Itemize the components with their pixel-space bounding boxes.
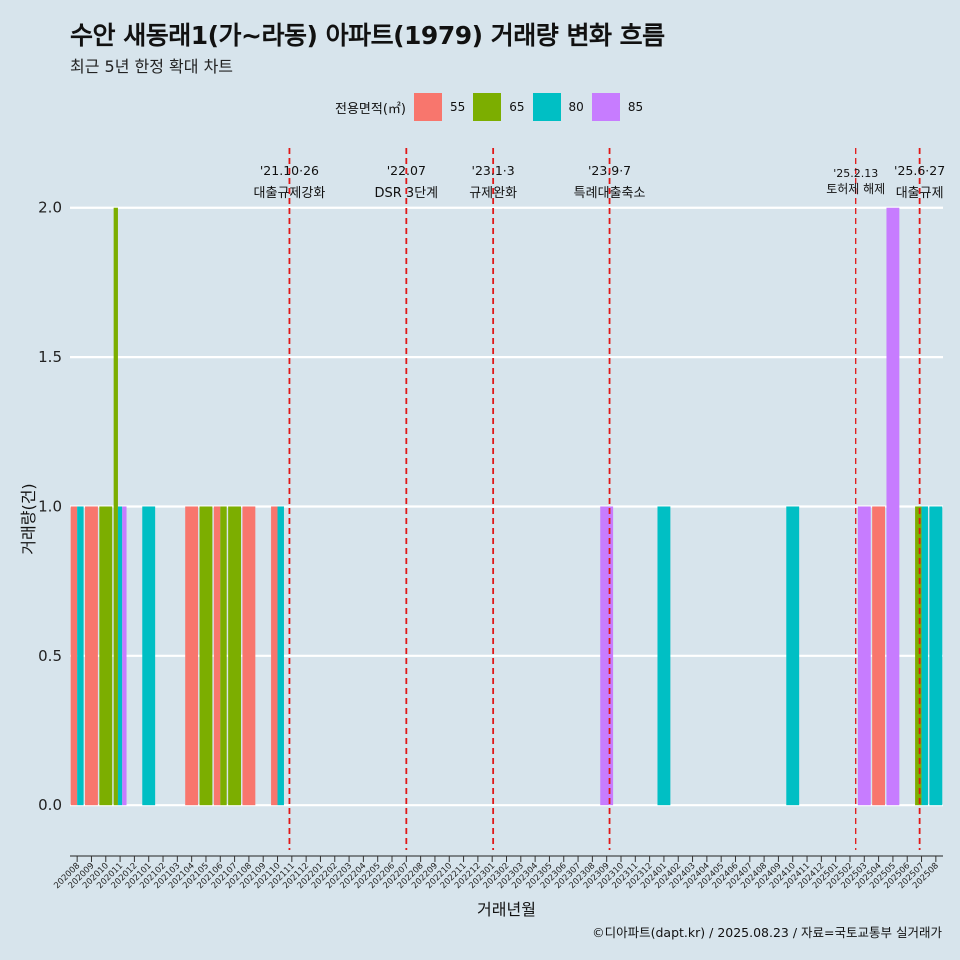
- bar-80-202011: [117, 506, 123, 806]
- bar-55-202504: [872, 506, 886, 806]
- bar-65-202107: [228, 506, 242, 806]
- event-date-label: '22.07: [387, 163, 426, 178]
- legend-item-65: 65: [473, 93, 525, 121]
- bar-55-202110: [271, 506, 278, 806]
- y-axis-title: 거래량(건): [19, 483, 38, 554]
- bar-85-202505: [886, 207, 900, 806]
- bar-65-202011: [113, 207, 118, 806]
- legend-item-55: 55: [413, 93, 466, 121]
- event-date-label: '25.2.13: [833, 167, 878, 180]
- bar-55-202108: [242, 506, 256, 806]
- event-name-label: 토허제 해제: [826, 182, 885, 196]
- bar-85-202309: [600, 506, 614, 806]
- legend-swatch-65: [473, 93, 502, 121]
- legend-item-80: 80: [532, 93, 584, 121]
- bar-85-202011: [122, 506, 127, 806]
- bar-80-202401: [657, 506, 671, 806]
- y-tick-label: 0.0: [38, 796, 62, 814]
- bar-65-202010: [99, 506, 113, 806]
- event-name-label: 대출규제강화: [254, 186, 326, 201]
- event-date-label: '21.10·26: [260, 163, 319, 178]
- bar-85-202503: [857, 506, 871, 806]
- bar-80-202008: [77, 506, 84, 806]
- x-axis-title: 거래년월: [477, 900, 536, 919]
- event-date-label: '23.1·3: [472, 163, 515, 178]
- event-name-label: 규제완화: [469, 186, 517, 201]
- legend-label-65: 65: [509, 100, 525, 114]
- bar-55-202104: [185, 506, 199, 806]
- bar-55-202106: [213, 506, 221, 806]
- legend-label-80: 80: [568, 100, 584, 114]
- bar-65-202105: [199, 506, 213, 806]
- y-tick-label: 0.5: [38, 647, 62, 665]
- bar-80-202507: [921, 506, 928, 806]
- event-date-label: '23.9·7: [588, 163, 631, 178]
- legend-item-85: 85: [591, 93, 644, 121]
- y-tick-label: 1.0: [38, 497, 62, 515]
- source-caption: ©디아파트(dapt.kr) / 2025.08.23 / 자료=국토교통부 실…: [592, 925, 942, 940]
- legend-swatch-80: [532, 93, 561, 121]
- bar-55-202009: [85, 506, 98, 806]
- event-date-label: '25.6·27: [894, 163, 945, 178]
- bar-80-202508: [929, 506, 943, 806]
- chart-subtitle: 최근 5년 한정 확대 차트: [70, 57, 234, 76]
- y-tick-label: 1.5: [38, 348, 62, 366]
- legend-swatch-85: [591, 93, 620, 121]
- bar-65-202507: [915, 506, 922, 806]
- chart-title: 수안 새동래1(가~라동) 아파트(1979) 거래량 변화 흐름: [70, 21, 665, 50]
- legend-label-55: 55: [449, 100, 466, 114]
- legend-title: 전용면적(㎡): [335, 101, 406, 117]
- bar-65-202106: [220, 506, 227, 806]
- event-name-label: 특례대출축소: [574, 186, 646, 201]
- event-name-label: DSR 3단계: [375, 186, 439, 201]
- event-name-label: 대출규제: [896, 186, 944, 201]
- legend: 전용면적(㎡) 55 65 80 85: [335, 93, 651, 121]
- bar-55-202008: [70, 506, 78, 806]
- bar-80-202410: [786, 506, 800, 806]
- bar-80-202110: [277, 506, 284, 806]
- y-tick-label: 2.0: [38, 199, 62, 217]
- legend-label-85: 85: [627, 100, 644, 114]
- legend-swatch-55: [413, 93, 442, 121]
- bar-80-202101: [142, 506, 156, 806]
